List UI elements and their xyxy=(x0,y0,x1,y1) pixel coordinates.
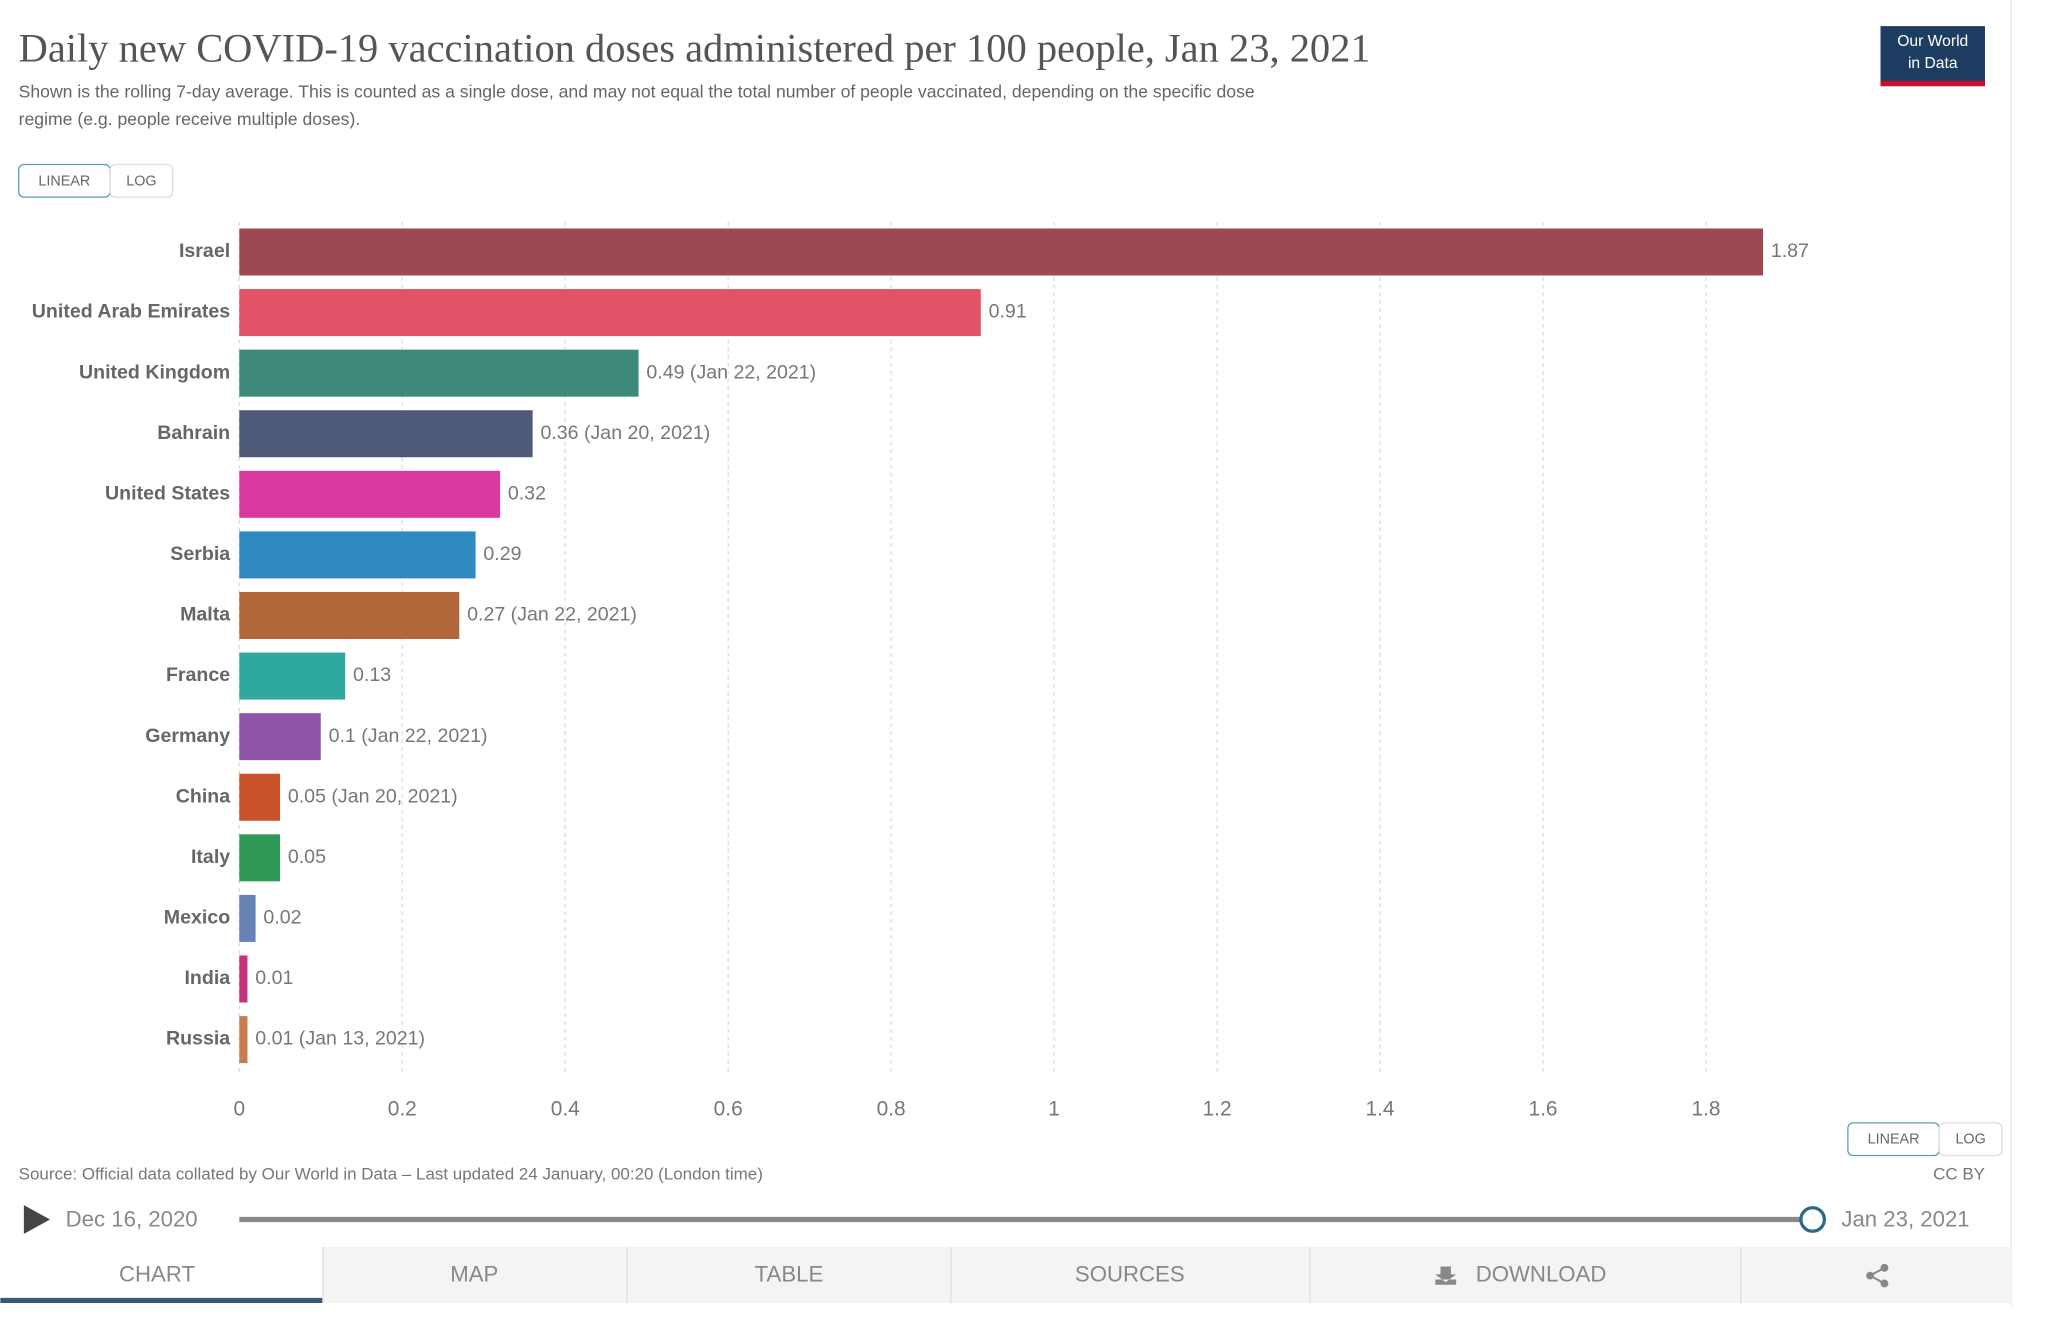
x-tick-label: 1.8 xyxy=(1691,1097,1720,1120)
bar xyxy=(239,591,460,639)
value-label: 0.29 xyxy=(483,543,521,565)
value-label: 0.01 xyxy=(255,967,293,989)
logo-text: Our World xyxy=(1897,33,1968,50)
log-button[interactable] xyxy=(1938,1122,2003,1157)
tab[interactable]: MAP xyxy=(450,1261,498,1286)
value-label: 0.05 (Jan 20, 2021) xyxy=(288,785,458,807)
y-tick-label: Malta xyxy=(180,604,231,626)
value-label: 0.36 (Jan 20, 2021) xyxy=(540,422,710,444)
license: CC BY xyxy=(1933,1165,1985,1184)
y-tick-label: Germany xyxy=(145,725,230,747)
y-tick-label: United Kingdom xyxy=(79,361,230,383)
tab[interactable]: CHART xyxy=(119,1261,195,1286)
share-lines[interactable] xyxy=(1868,1266,1885,1285)
x-tick-label: 1.2 xyxy=(1203,1097,1232,1120)
y-tick-label: Bahrain xyxy=(157,422,230,444)
bar xyxy=(239,228,1764,276)
x-tick-label: 1.6 xyxy=(1528,1097,1557,1120)
y-tick-label: United Arab Emirates xyxy=(32,301,230,323)
tab-bar xyxy=(0,1246,2012,1304)
bar xyxy=(239,713,321,761)
logo-bar xyxy=(1880,80,1985,87)
bar xyxy=(239,955,248,1003)
log-button-label[interactable]: LOG xyxy=(1955,1132,1985,1148)
x-tick-label: 0.4 xyxy=(551,1097,580,1120)
x-tick-label: 0.6 xyxy=(714,1097,743,1120)
value-label: 0.01 (Jan 13, 2021) xyxy=(255,1028,425,1050)
subtitle: Shown is the rolling 7-day average. This… xyxy=(19,81,1255,101)
x-tick-label: 1 xyxy=(1048,1097,1060,1120)
bar xyxy=(239,531,476,579)
x-tick-label: 0.8 xyxy=(877,1097,906,1120)
timeline-handle[interactable] xyxy=(1799,1206,1827,1233)
bar xyxy=(239,834,281,882)
linear-button-label[interactable]: LINEAR xyxy=(1868,1132,1920,1148)
y-tick-label: Italy xyxy=(191,846,230,868)
logo xyxy=(1880,26,1985,87)
x-tick-label: 0 xyxy=(233,1097,245,1120)
bar xyxy=(239,470,501,518)
value-label: 0.05 xyxy=(288,846,326,868)
subtitle: regime (e.g. people receive multiple dos… xyxy=(19,109,361,129)
logo-text: in Data xyxy=(1908,55,1958,72)
share-icon[interactable] xyxy=(1866,1263,1889,1288)
tab-active[interactable] xyxy=(0,1246,323,1304)
timeline-end: Jan 23, 2021 xyxy=(1841,1207,1969,1232)
timeline-start: Dec 16, 2020 xyxy=(66,1207,198,1232)
y-tick-label: India xyxy=(184,967,231,989)
x-tick-label: 0.2 xyxy=(388,1097,417,1120)
value-label: 0.91 xyxy=(989,301,1027,323)
value-label: 0.32 xyxy=(508,482,546,504)
value-label: 0.27 (Jan 22, 2021) xyxy=(467,604,637,626)
source: Source: Official data collated by Our Wo… xyxy=(19,1165,763,1184)
tab[interactable]: TABLE xyxy=(755,1261,824,1286)
bar xyxy=(239,773,281,821)
y-tick-label: France xyxy=(166,664,230,686)
bar xyxy=(239,652,346,700)
y-tick-label: Serbia xyxy=(170,543,231,565)
x-tick-label: 1.4 xyxy=(1366,1097,1395,1120)
chart-title: Daily new COVID-19 vaccination doses adm… xyxy=(19,26,1371,71)
download-icon[interactable] xyxy=(1435,1266,1457,1285)
y-tick-label: United States xyxy=(105,482,230,504)
bar xyxy=(239,894,256,942)
play-button[interactable] xyxy=(23,1205,50,1234)
y-tick-label: Mexico xyxy=(164,907,230,929)
value-label: 0.1 (Jan 22, 2021) xyxy=(329,725,488,747)
bar xyxy=(239,1016,248,1064)
value-label: 0.13 xyxy=(353,664,391,686)
tab[interactable]: DOWNLOAD xyxy=(1476,1261,1607,1286)
y-tick-label: China xyxy=(176,785,231,807)
y-tick-label: Russia xyxy=(166,1028,231,1050)
log-button-label[interactable]: LOG xyxy=(126,173,156,189)
bar xyxy=(239,349,639,397)
bar xyxy=(239,410,533,458)
value-label: 1.87 xyxy=(1771,240,1809,262)
value-label: 0.49 (Jan 22, 2021) xyxy=(646,361,816,383)
tab[interactable]: SOURCES xyxy=(1075,1261,1185,1286)
log-button[interactable] xyxy=(109,163,174,198)
y-tick-label: Israel xyxy=(179,240,230,262)
linear-button-label[interactable]: LINEAR xyxy=(38,173,90,189)
bar xyxy=(239,289,981,337)
value-label: 0.02 xyxy=(263,907,301,929)
